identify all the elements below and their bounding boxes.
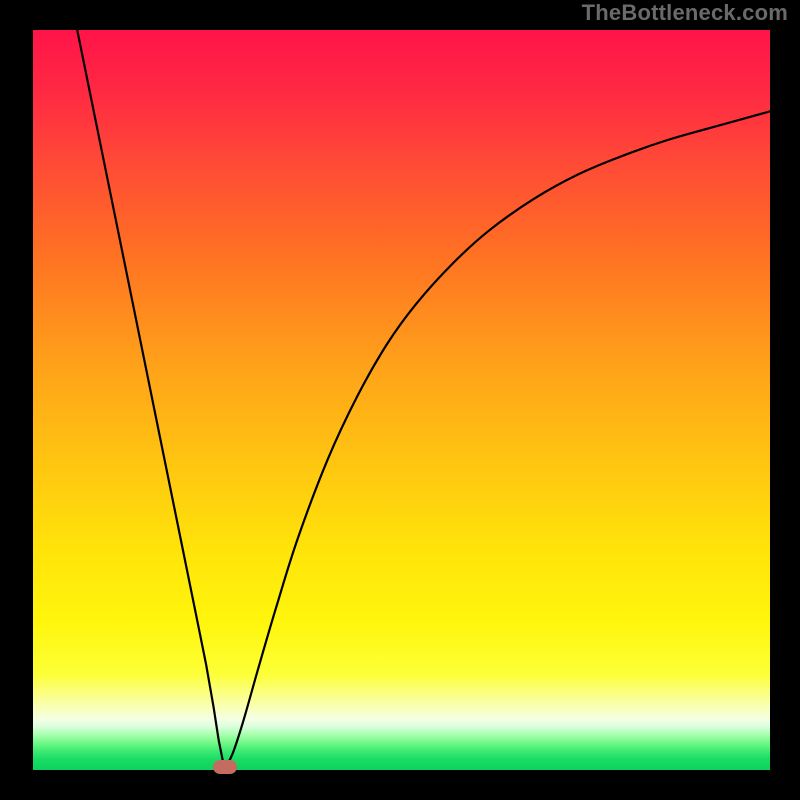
minimum-marker bbox=[213, 760, 237, 774]
curve bbox=[33, 30, 770, 770]
chart-container: TheBottleneck.com bbox=[0, 0, 800, 800]
attribution-label: TheBottleneck.com bbox=[582, 0, 788, 26]
plot-area bbox=[33, 30, 770, 770]
